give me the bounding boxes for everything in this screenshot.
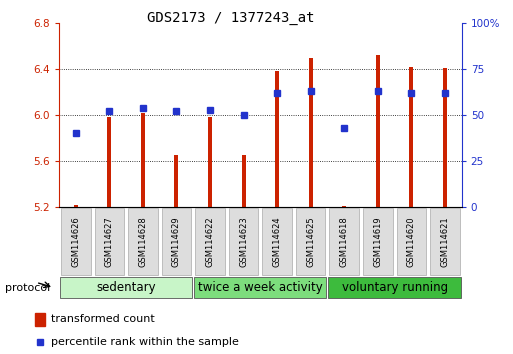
Text: transformed count: transformed count <box>51 314 155 325</box>
Bar <box>141 113 145 207</box>
Text: GSM114620: GSM114620 <box>407 216 416 267</box>
Text: voluntary running: voluntary running <box>342 281 448 294</box>
Bar <box>195 209 225 275</box>
Bar <box>342 206 346 207</box>
Text: GSM114622: GSM114622 <box>206 216 214 267</box>
Bar <box>443 68 447 207</box>
Text: GDS2173 / 1377243_at: GDS2173 / 1377243_at <box>147 11 314 25</box>
Text: sedentary: sedentary <box>96 281 156 294</box>
Text: GSM114629: GSM114629 <box>172 216 181 267</box>
Bar <box>262 209 292 275</box>
Text: GSM114624: GSM114624 <box>272 216 282 267</box>
Text: GSM114619: GSM114619 <box>373 216 382 267</box>
Text: GSM114627: GSM114627 <box>105 216 114 267</box>
Bar <box>409 67 413 207</box>
Bar <box>94 209 124 275</box>
Bar <box>309 58 313 207</box>
Bar <box>229 209 259 275</box>
Bar <box>61 209 90 275</box>
Bar <box>194 277 326 298</box>
Bar <box>242 155 246 207</box>
Bar <box>60 277 192 298</box>
Bar <box>208 118 212 207</box>
Bar <box>128 209 157 275</box>
Text: GSM114625: GSM114625 <box>306 216 315 267</box>
Bar <box>174 155 179 207</box>
Bar <box>430 209 460 275</box>
Bar <box>376 55 380 207</box>
Bar <box>74 205 78 207</box>
Bar <box>35 313 45 326</box>
Bar <box>363 209 392 275</box>
Text: GSM114628: GSM114628 <box>139 216 147 267</box>
Bar <box>296 209 325 275</box>
Bar <box>162 209 191 275</box>
Bar <box>329 209 359 275</box>
Text: twice a week activity: twice a week activity <box>198 281 323 294</box>
Text: GSM114621: GSM114621 <box>441 216 449 267</box>
Text: GSM114623: GSM114623 <box>239 216 248 267</box>
Text: GSM114626: GSM114626 <box>71 216 80 267</box>
Bar <box>275 72 279 207</box>
Bar <box>107 118 111 207</box>
Text: GSM114618: GSM114618 <box>340 216 349 267</box>
Bar <box>328 277 461 298</box>
Bar <box>397 209 426 275</box>
Text: percentile rank within the sample: percentile rank within the sample <box>51 337 239 348</box>
Text: protocol: protocol <box>5 282 50 293</box>
